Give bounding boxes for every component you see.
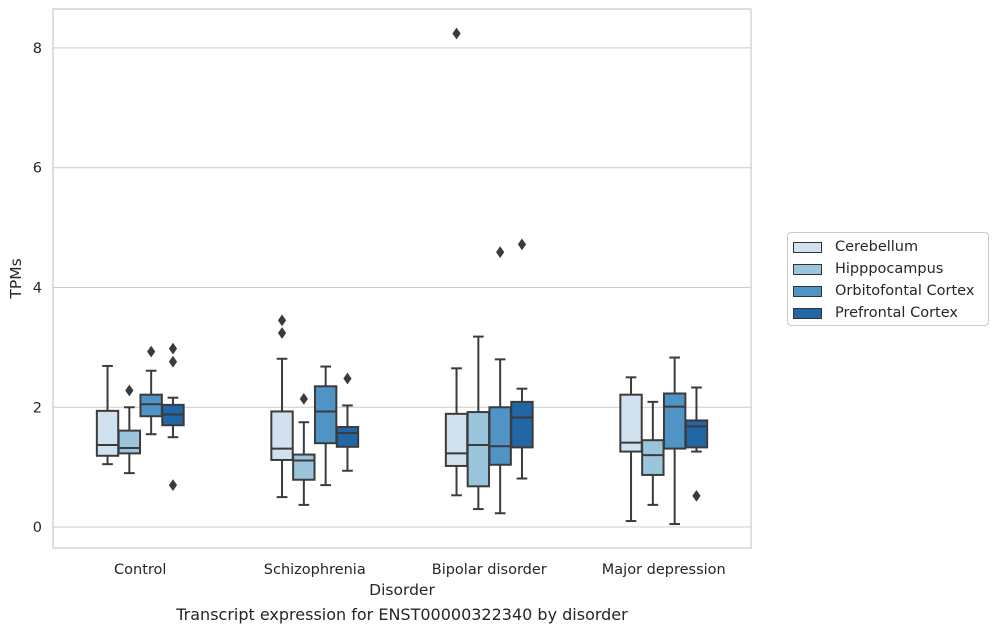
legend-item: Hipppocampus — [793, 259, 943, 279]
y-tick-label: 8 — [33, 41, 42, 57]
legend-swatch — [793, 307, 822, 319]
box-iqr — [335, 426, 360, 448]
legend-label: Prefrontal Cortex — [835, 305, 958, 321]
box-iqr — [292, 453, 316, 481]
y-tick-label: 2 — [33, 400, 42, 416]
x-tick-label: Schizophrenia — [264, 562, 366, 578]
box-iqr — [444, 412, 469, 467]
legend-label: Orbitofontal Cortex — [835, 283, 975, 299]
box-iqr — [619, 393, 643, 453]
legend-label: Hipppocampus — [835, 261, 944, 277]
box-iqr — [466, 411, 491, 488]
figure-caption: Transcript expression for ENST0000032234… — [176, 605, 628, 624]
outlier-point — [168, 342, 178, 355]
outlier-point — [168, 355, 178, 368]
legend-swatch — [793, 285, 822, 297]
x-tick-label: Bipolar disorder — [432, 562, 547, 578]
legend-item: Cerebellum — [793, 237, 918, 257]
x-tick-label: Major depression — [602, 562, 726, 578]
box-iqr — [488, 406, 512, 466]
y-tick-label: 4 — [33, 280, 42, 296]
x-tick-label: Control — [114, 562, 166, 578]
outlier-point — [692, 490, 701, 502]
legend-item: Orbitofontal Cortex — [793, 281, 974, 301]
outlier-point — [517, 238, 527, 251]
outlier-point — [168, 479, 178, 491]
box-iqr — [95, 409, 120, 457]
legend: Cerebellum Hipppocampus Orbitofontal Corte… — [787, 232, 989, 326]
legend-label: Cerebellum — [835, 239, 919, 255]
box-iqr — [139, 393, 163, 418]
y-tick-label: 6 — [33, 161, 42, 177]
outlier-point — [277, 327, 287, 339]
x-axis-label: Disorder — [369, 581, 435, 599]
box-iqr — [510, 400, 534, 449]
box-iqr — [270, 410, 294, 461]
outlier-point — [147, 345, 156, 358]
box-iqr — [641, 439, 665, 476]
y-tick-label: 0 — [33, 520, 42, 536]
legend-swatch — [793, 241, 822, 253]
y-axis-label: TPMs — [7, 258, 25, 299]
outlier-point — [343, 372, 352, 385]
outlier-point — [299, 393, 308, 405]
plot-frame — [52, 8, 752, 549]
legend-item: Prefrontal Cortex — [793, 303, 958, 323]
box-iqr — [684, 419, 709, 449]
outlier-point — [277, 314, 287, 327]
outlier-point — [125, 384, 134, 397]
box-iqr — [662, 392, 687, 450]
box-iqr — [313, 385, 338, 445]
outlier-point — [496, 246, 505, 259]
box-iqr — [117, 429, 142, 455]
legend-swatch — [793, 263, 822, 275]
outlier-point — [452, 27, 461, 40]
